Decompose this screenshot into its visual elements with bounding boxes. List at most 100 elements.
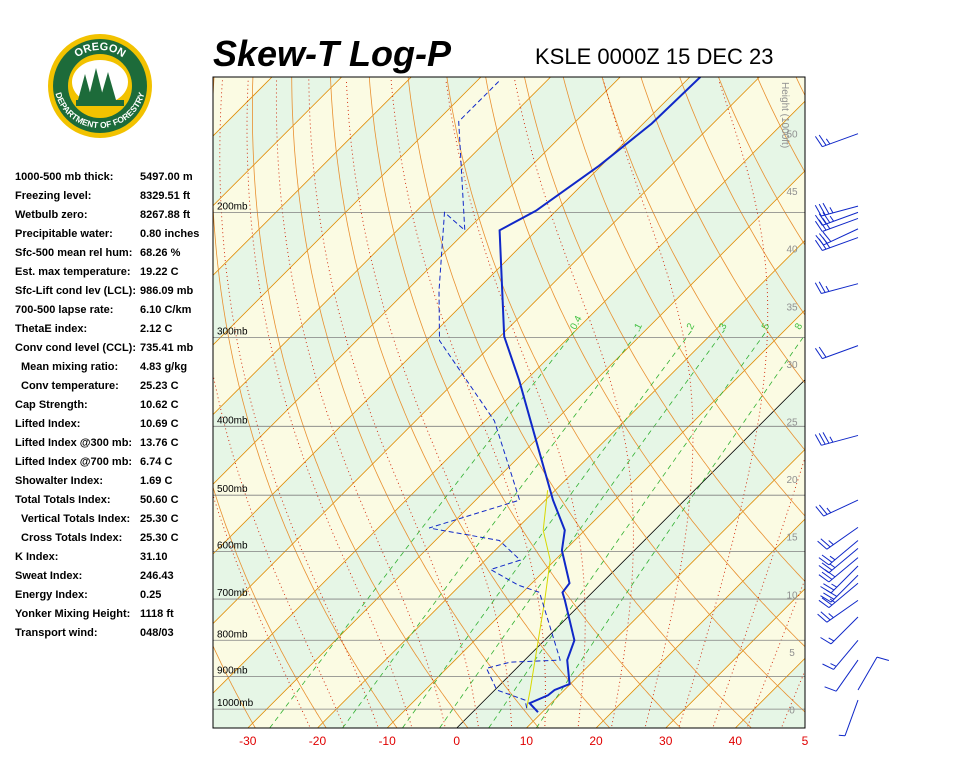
x-tick-label: 30	[659, 734, 673, 748]
stat-value: 246.43	[140, 570, 174, 582]
mixing-ratio-label: 5	[760, 321, 773, 331]
stat-value: 1118 ft	[140, 608, 174, 620]
y-tick-label: 400mb	[217, 415, 248, 426]
stat-label: Conv cond level (CCL):	[15, 342, 136, 354]
stat-value: 68.26 %	[140, 247, 181, 259]
wind-barb	[814, 237, 859, 251]
stat-value: 13.76 C	[140, 437, 179, 449]
height-tick-label: 30	[786, 360, 798, 371]
dry-adiabat	[601, 77, 805, 451]
wind-barb	[822, 639, 859, 670]
mixing-ratio-line	[488, 329, 768, 728]
stat-value: 10.69 C	[140, 418, 179, 430]
stat-value: 986.09 mb	[140, 285, 193, 297]
moist-adiabat	[275, 79, 446, 728]
stat-label: Yonker Mixing Height:	[15, 608, 130, 620]
height-tick-label: 50	[786, 129, 798, 140]
moist-adiabat	[746, 578, 805, 728]
stat-value: 8267.88 ft	[140, 209, 190, 221]
dry-adiabat	[872, 75, 960, 728]
mixing-ratio-line	[439, 329, 725, 728]
stat-label: Energy Index:	[15, 589, 88, 601]
sounding-line	[428, 79, 561, 709]
y-tick-label: 200mb	[217, 201, 248, 212]
x-tick-label: 40	[729, 734, 743, 748]
stat-value: 048/03	[140, 627, 174, 639]
isotherm-grid	[386, 309, 805, 728]
stat-label: Precipitable water:	[15, 228, 113, 240]
dry-adiabat	[291, 77, 540, 728]
isotherm	[213, 100, 805, 694]
sounding-line	[498, 77, 701, 713]
y-tick-label: 700mb	[217, 588, 248, 599]
y-tick-label: 800mb	[217, 629, 248, 640]
stat-label: Wetbulb zero:	[15, 209, 88, 221]
wind-barb	[814, 281, 859, 294]
stat-label: 700-500 lapse rate:	[15, 304, 113, 316]
x-tick-label: -20	[309, 734, 327, 748]
isotherm-band	[213, 101, 805, 728]
isotherm	[213, 77, 342, 207]
stat-value: 0.80 inches	[140, 228, 199, 240]
isotherm-grid	[804, 727, 805, 728]
stat-label: K Index:	[15, 551, 58, 563]
height-tick-label: 5	[789, 648, 795, 659]
y-tick-label: 300mb	[217, 327, 248, 338]
plot-frame	[212, 76, 806, 729]
y-tick-label: 900mb	[217, 666, 248, 677]
stat-label: Vertical Totals Index:	[21, 513, 130, 525]
stat-label: Cap Strength:	[15, 399, 88, 411]
stat-value: 6.74 C	[140, 456, 172, 468]
height-tick-label: 20	[786, 475, 798, 486]
wind-barb	[818, 582, 859, 609]
mixing-ratio-label: 3	[717, 321, 730, 331]
dry-adiabat	[562, 77, 805, 517]
plot-background	[213, 75, 960, 728]
wind-barb	[817, 599, 859, 623]
wind-barb	[817, 526, 859, 550]
stat-value: 5497.00 m	[140, 171, 193, 183]
sounding-line	[526, 490, 551, 709]
wind-barb	[815, 499, 859, 517]
isotherm-band	[805, 77, 960, 728]
stat-label: Conv temperature:	[21, 380, 119, 392]
dry-adiabat	[407, 77, 752, 728]
stats-table: 1000-500 mb thick: 5497.00 m Freezing leve…	[15, 171, 199, 639]
stat-value: 25.30 C	[140, 513, 179, 525]
wind-barb	[818, 557, 859, 583]
x-tick-label: -30	[239, 734, 257, 748]
stat-value: 0.25	[140, 589, 161, 601]
moist-adiabat	[780, 669, 805, 728]
isotherm	[213, 77, 482, 346]
mixing-ratio-label: 1	[633, 321, 646, 331]
stat-label: Mean mixing ratio:	[21, 361, 118, 373]
dry-adiabat	[446, 77, 805, 713]
isotherm-grid	[526, 448, 805, 728]
stat-label: Sfc-500 mean rel hum:	[15, 247, 132, 259]
x-tick-label: 0	[453, 734, 460, 748]
dry-adiabat	[368, 77, 681, 728]
dry-adiabat	[213, 485, 327, 728]
stat-label: Sweat Index:	[15, 570, 82, 582]
stat-label: ThetaE index:	[15, 323, 87, 335]
x-tick-label: -10	[378, 734, 396, 748]
dry-adiabat	[524, 77, 805, 583]
stat-value: 25.30 C	[140, 532, 179, 544]
dry-adiabat	[834, 75, 960, 728]
height-tick-label: 10	[786, 590, 798, 601]
stat-label: 1000-500 mb thick:	[15, 171, 113, 183]
isotherm-band	[213, 77, 805, 694]
stat-label: Total Totals Index:	[15, 494, 111, 506]
mixing-ratio-line	[269, 329, 576, 728]
stat-label: Lifted Index:	[15, 418, 80, 430]
x-tick-label: 10	[520, 734, 534, 748]
stat-label: Sfc-Lift cond lev (LCL):	[15, 285, 136, 297]
isotherm	[213, 77, 760, 625]
dry-adiabat	[213, 77, 398, 728]
x-tick-label: 5	[802, 734, 809, 748]
wind-barb	[814, 133, 859, 148]
dry-adiabat	[213, 645, 256, 728]
mixing-ratio-line	[402, 329, 693, 728]
